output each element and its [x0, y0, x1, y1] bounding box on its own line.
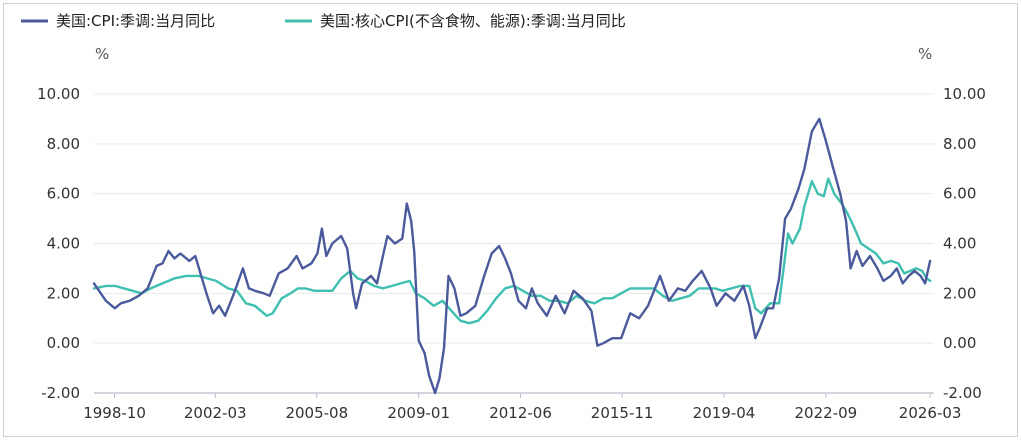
y-tick-label-left: 4.00	[47, 235, 80, 253]
legend: 美国:CPI:季调:当月同比 美国:核心CPI(不含食物、能源):季调:当月同比	[21, 12, 626, 30]
y-tick-label-left: 6.00	[47, 185, 80, 203]
x-tick-label: 2022-09	[795, 404, 858, 422]
legend-label-cpi: 美国:CPI:季调:当月同比	[56, 12, 215, 30]
x-tick-label: 2002-03	[184, 404, 247, 422]
y-axis-right-unit: %	[918, 45, 932, 63]
y-tick-label-left: 0.00	[47, 334, 80, 352]
y-axis-left: 10.00 8.00 6.00 4.00 2.00 0.00 -2.00	[37, 85, 80, 402]
x-tick-label: 2012-06	[489, 404, 552, 422]
x-tick-label: 2026-03	[899, 404, 962, 422]
chart-svg: 美国:CPI:季调:当月同比 美国:核心CPI(不含食物、能源):季调:当月同比…	[21, 12, 986, 422]
y-tick-label-right: 4.00	[943, 235, 976, 253]
y-tick-label-left: 8.00	[47, 135, 80, 153]
series-lines	[92, 117, 932, 395]
y-tick-label-right: 0.00	[943, 334, 976, 352]
series-line-core-cpi	[92, 177, 932, 325]
x-tick-label: 2009-01	[387, 404, 450, 422]
y-tick-label-right: 6.00	[943, 185, 976, 203]
y-tick-label-right: 8.00	[943, 135, 976, 153]
y-axis-right: 10.00 8.00 6.00 4.00 2.00 0.00 -2.00	[943, 85, 986, 402]
series-line-cpi	[92, 117, 932, 395]
y-tick-label-right: 2.00	[943, 284, 976, 302]
y-axis-left-unit: %	[95, 45, 109, 63]
x-tick-label: 2015-11	[591, 404, 654, 422]
y-tick-label-right: -2.00	[943, 384, 982, 402]
y-tick-label-left: 2.00	[47, 284, 80, 302]
x-tick-label: 2005-08	[285, 404, 348, 422]
y-tick-label-left: -2.00	[41, 384, 80, 402]
y-tick-label-right: 10.00	[943, 85, 986, 103]
chart-frame: 美国:CPI:季调:当月同比 美国:核心CPI(不含食物、能源):季调:当月同比…	[3, 3, 1018, 437]
x-tick-label: 2019-04	[693, 404, 756, 422]
x-tick-label: 1998-10	[83, 404, 146, 422]
x-axis: 1998-10 2002-03 2005-08 2009-01 2012-06 2015-…	[83, 392, 962, 422]
legend-label-core-cpi: 美国:核心CPI(不含食物、能源):季调:当月同比	[320, 12, 626, 30]
y-tick-label-left: 10.00	[37, 85, 80, 103]
